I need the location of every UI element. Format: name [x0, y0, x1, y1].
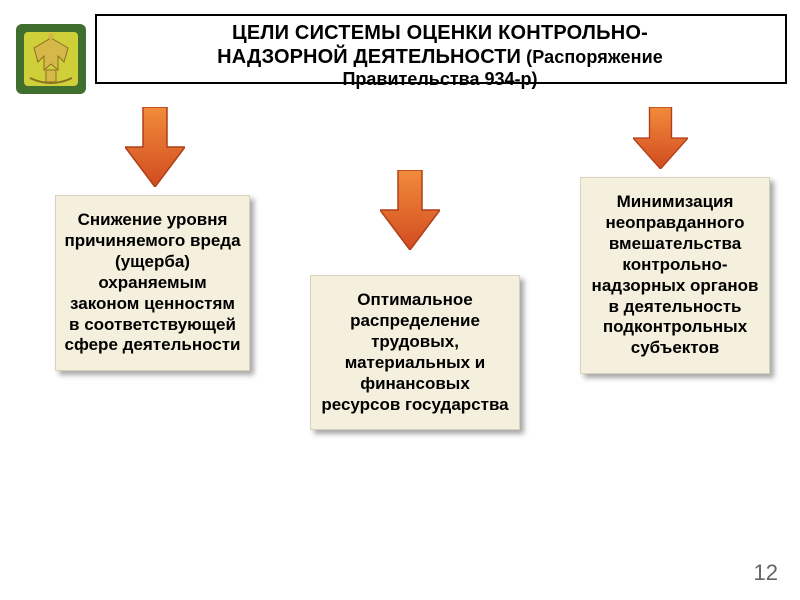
title-line-2: НАДЗОРНОЙ ДЕЯТЕЛЬНОСТИ (Распоряжение	[113, 46, 767, 69]
arrow-down-icon	[633, 107, 688, 169]
title-line-2-strong: НАДЗОРНОЙ ДЕЯТЕЛЬНОСТИ	[217, 46, 521, 68]
title-line-1: ЦЕЛИ СИСТЕМЫ ОЦЕНКИ КОНТРОЛЬНО-	[113, 22, 767, 46]
page-title: ЦЕЛИ СИСТЕМЫ ОЦЕНКИ КОНТРОЛЬНО- НАДЗОРНО…	[95, 18, 785, 90]
goal-box-1-text: Снижение уровня причиняемого вреда (ущер…	[64, 210, 241, 356]
emblem-icon	[10, 18, 92, 100]
goal-box-3: Минимизация неоправданного вмешательства…	[580, 177, 770, 374]
title-line-3: Правительства 934-р)	[113, 69, 767, 90]
title-line-2-rest: (Распоряжение	[521, 47, 663, 67]
arrow-down-icon	[125, 107, 185, 187]
title-frame-right	[785, 14, 787, 84]
page-number: 12	[754, 560, 778, 586]
goal-box-2: Оптимальное распределение трудовых, мате…	[310, 275, 520, 430]
goal-box-2-text: Оптимальное распределение трудовых, мате…	[319, 290, 511, 415]
arrow-down-icon	[380, 170, 440, 250]
goal-box-1: Снижение уровня причиняемого вреда (ущер…	[55, 195, 250, 371]
title-frame-top	[95, 14, 785, 16]
goal-box-3-text: Минимизация неоправданного вмешательства…	[589, 192, 761, 359]
